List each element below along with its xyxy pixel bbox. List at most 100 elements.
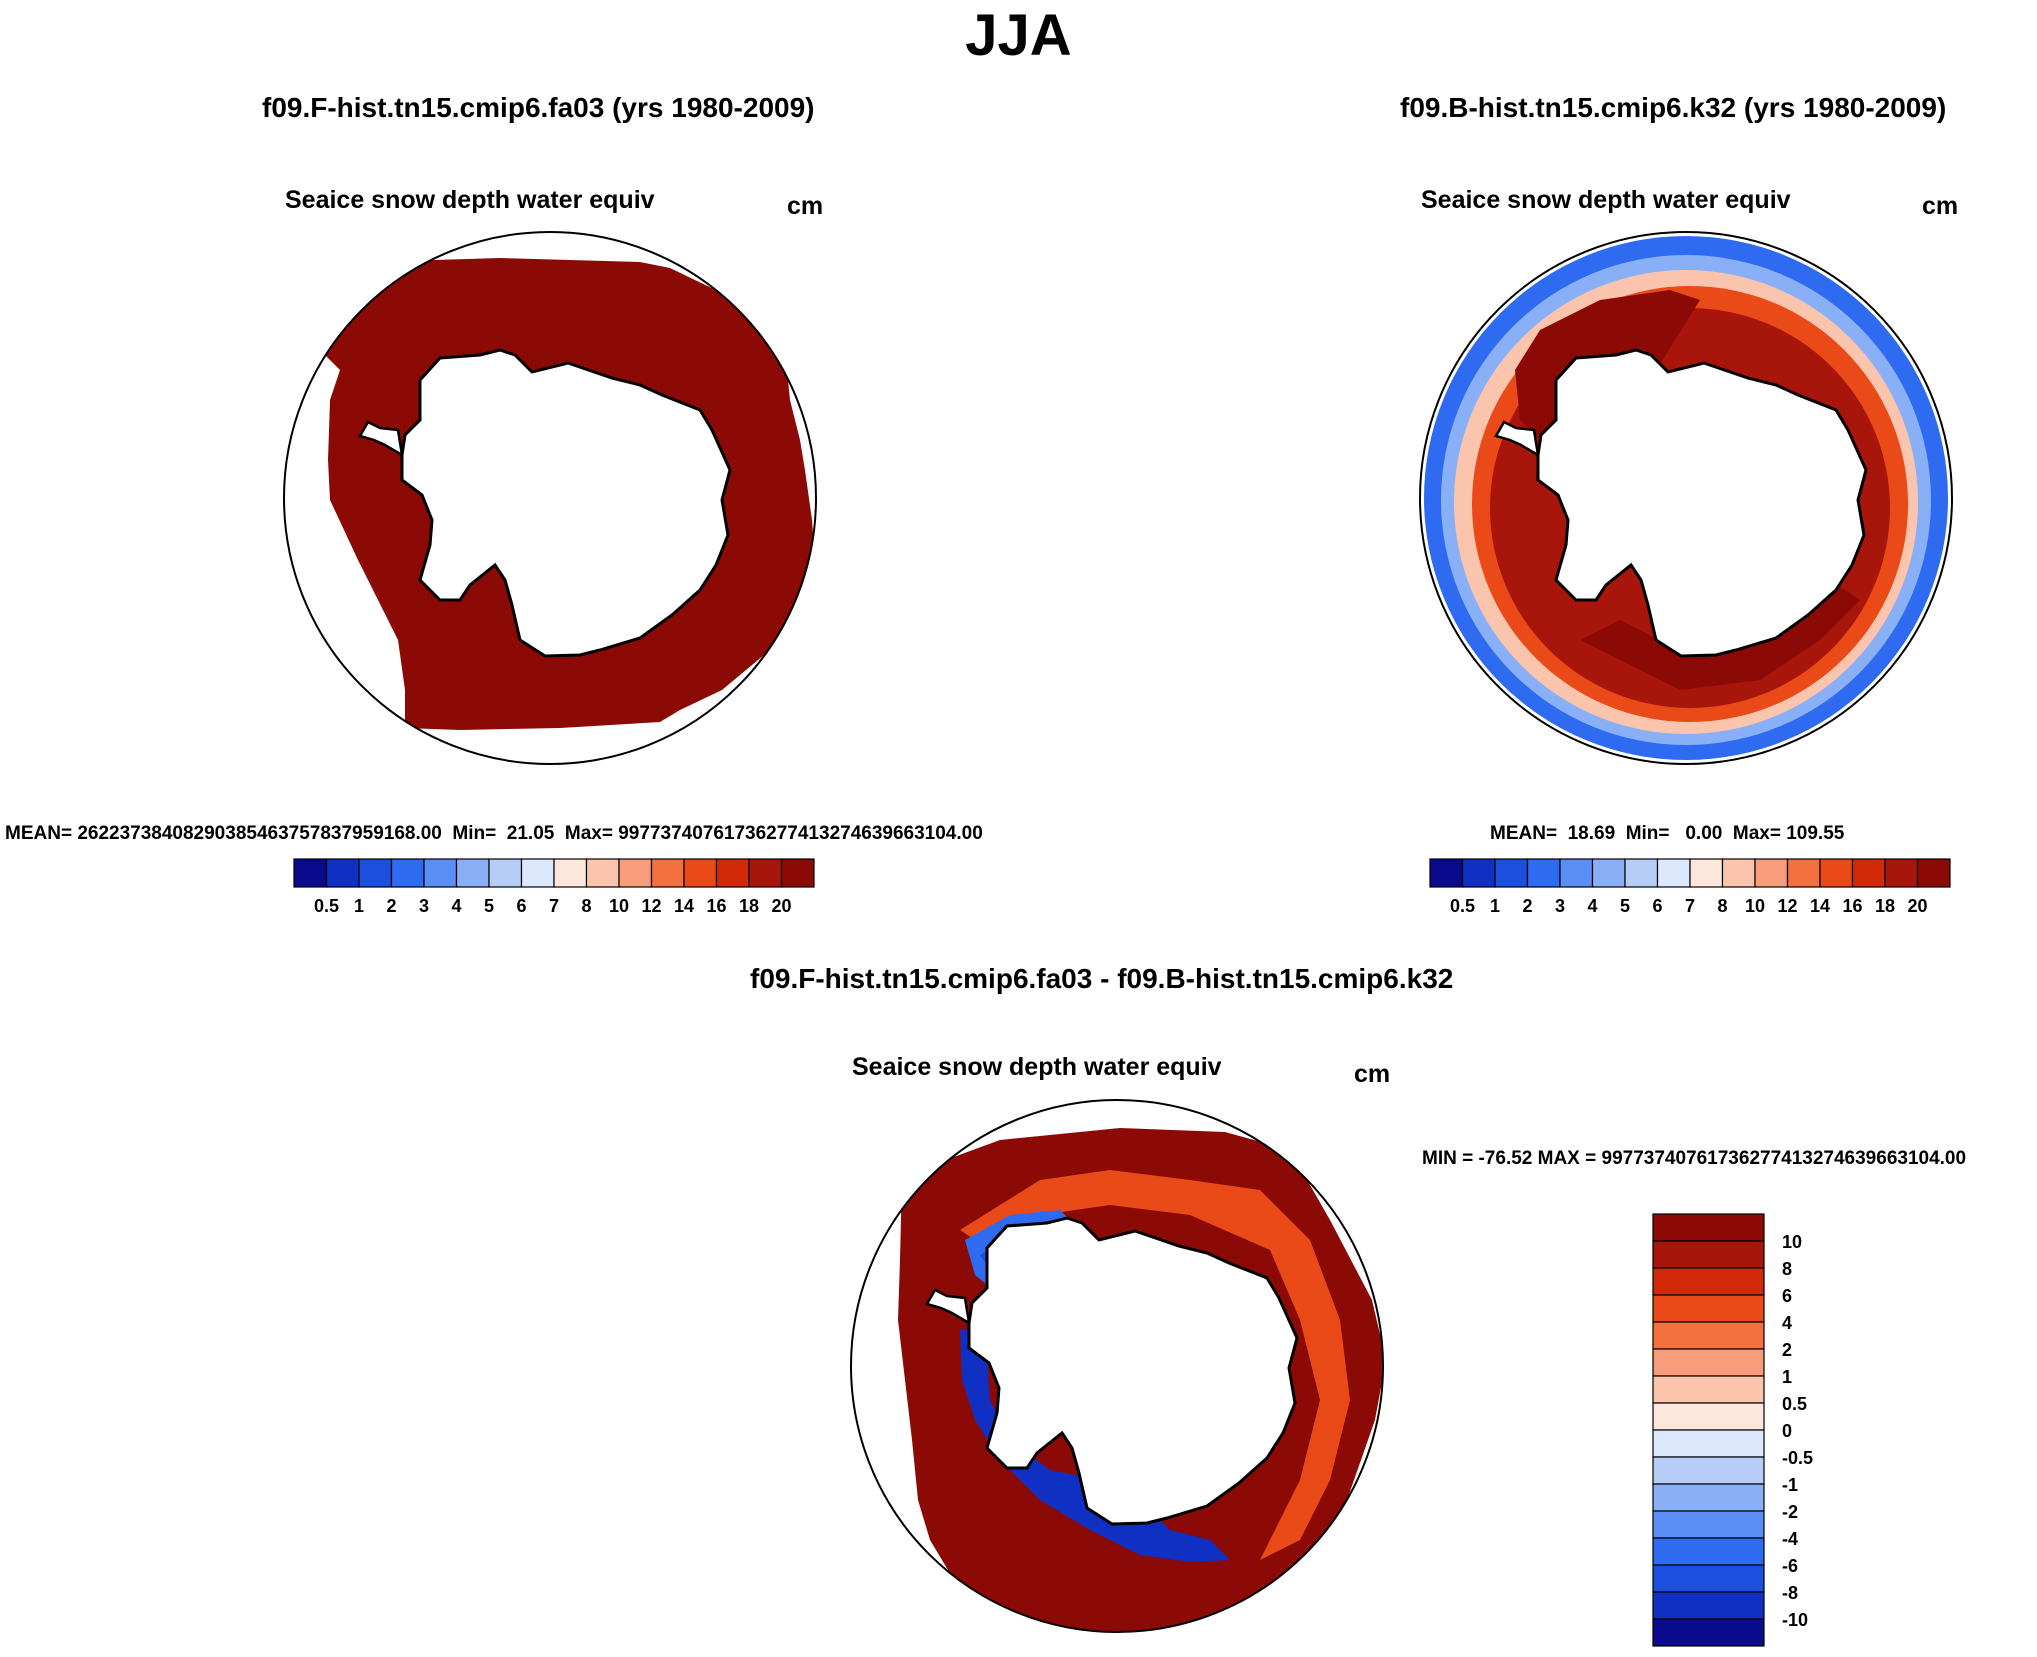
- colorbar-3-tick-label: 10: [1782, 1232, 1802, 1252]
- map-boundary-1: [283, 231, 817, 765]
- colorbar-3-swatch: [1652, 1456, 1765, 1485]
- colorbar-3-swatch: [1652, 1591, 1765, 1620]
- colorbar-2-swatch: [1689, 858, 1724, 888]
- panel3-stats: MIN = -76.52 MAX = 997737407617362774132…: [1422, 1148, 1967, 1169]
- colorbar-3-swatch: [1652, 1375, 1765, 1404]
- colorbar-1-swatch: [748, 858, 783, 888]
- colorbar-3-tick-label: 6: [1782, 1286, 1792, 1306]
- colorbar-3-swatch: [1652, 1240, 1765, 1269]
- colorbar-1-tick-label: 12: [641, 896, 661, 916]
- colorbar-3-tick-label: -4: [1782, 1529, 1798, 1549]
- map-panel-2: [1419, 231, 1953, 765]
- colorbar-2-swatch: [1461, 858, 1496, 888]
- colorbar-2-swatch: [1754, 858, 1789, 888]
- colorbar-2-tick-label: 4: [1587, 896, 1597, 916]
- antarctica-3: [967, 1216, 1299, 1526]
- colorbar-1-tick-label: 20: [771, 896, 791, 916]
- colorbar-1-swatch: [618, 858, 653, 888]
- thick-snow-region-2b: [1580, 580, 1860, 690]
- colorbar-1-tick-label: 7: [549, 896, 559, 916]
- panel1-title: f09.F-hist.tn15.cmip6.fa03 (yrs 1980-200…: [262, 92, 815, 123]
- colorbar-1-tick-label: 16: [706, 896, 726, 916]
- colorbar-2-swatch: [1786, 858, 1821, 888]
- colorbar-3-swatch: [1652, 1483, 1765, 1512]
- colorbar-2-swatch: [1429, 858, 1464, 888]
- panel3-variable: Seaice snow depth water equiv: [852, 1053, 1222, 1081]
- colorbar-2-swatch: [1851, 858, 1886, 888]
- colorbar-1-tick-label: 8: [581, 896, 591, 916]
- colorbar-2-tick-label: 3: [1555, 896, 1565, 916]
- colorbar-2-swatch: [1526, 858, 1561, 888]
- colorbar-3-swatch: [1652, 1564, 1765, 1593]
- colorbar-3-tick-label: -1: [1782, 1475, 1798, 1495]
- antarctic-peninsula-3: [925, 1288, 971, 1326]
- colorbar-2-tick-label: 20: [1907, 896, 1927, 916]
- colorbar-3-tick-label: -2: [1782, 1502, 1798, 1522]
- colorbar-2-tick-label: 6: [1652, 896, 1662, 916]
- colorbar-3-tick-label: -10: [1782, 1610, 1808, 1630]
- colorbar-3-tick-label: -0.5: [1782, 1448, 1813, 1468]
- colorbar-2-swatch: [1494, 858, 1529, 888]
- colorbar-3-tick-label: 1: [1782, 1367, 1792, 1387]
- colorbar-2-swatch: [1721, 858, 1756, 888]
- main-title: JJA: [965, 3, 1072, 68]
- colorbar-2-swatch: [1656, 858, 1691, 888]
- colorbar-1-swatch: [553, 858, 588, 888]
- colorbar-2-swatch: [1624, 858, 1659, 888]
- colorbar-1-tick-label: 10: [609, 896, 629, 916]
- colorbar-panel-3: 10 8 6 4 2 1 0.5 0 -0.5 -1 -2 -4 -6 -8 -10: [1652, 1213, 1813, 1647]
- colorbar-1-swatch: [520, 858, 555, 888]
- panel2-units: cm: [1922, 192, 1959, 220]
- panel2-variable: Seaice snow depth water equiv: [1421, 186, 1791, 214]
- colorbar-2-tick-label: 1: [1490, 896, 1500, 916]
- panel1-units: cm: [787, 192, 824, 220]
- map-boundary-2: [1419, 231, 1953, 765]
- colorbar-2-swatch: [1916, 858, 1951, 888]
- colorbar-2-swatch: [1884, 858, 1919, 888]
- colorbar-3-swatch: [1652, 1321, 1765, 1350]
- colorbar-2-swatch: [1559, 858, 1594, 888]
- colorbar-1-swatch: [715, 858, 750, 888]
- antarctica-1: [400, 348, 732, 658]
- colorbar-2-swatch: [1591, 858, 1626, 888]
- colorbar-2-tick-label: 16: [1842, 896, 1862, 916]
- colorbar-1-swatch: [293, 858, 328, 888]
- colorbar-3-tick-label: 0: [1782, 1421, 1792, 1441]
- colorbar-1-swatch: [455, 858, 490, 888]
- colorbar-2-tick-label: 8: [1717, 896, 1727, 916]
- colorbar-2-tick-label: 2: [1522, 896, 1532, 916]
- colorbar-3-tick-label: 4: [1782, 1313, 1792, 1333]
- map-panel-1: [283, 231, 817, 765]
- antarctica-2: [1536, 348, 1868, 658]
- panel3-title: f09.F-hist.tn15.cmip6.fa03 - f09.B-hist.…: [750, 963, 1454, 994]
- colorbar-1-tick-label: 1: [354, 896, 364, 916]
- map-boundary-3: [850, 1099, 1384, 1633]
- colorbar-1-tick-label: 4: [451, 896, 461, 916]
- colorbar-3-swatch: [1652, 1429, 1765, 1458]
- colorbar-3-swatch: [1652, 1402, 1765, 1431]
- colorbar-2-swatch: [1819, 858, 1854, 888]
- panel2-stats: MEAN= 18.69 Min= 0.00 Max= 109.55: [1490, 823, 1845, 844]
- colorbar-2-tick-label: 18: [1875, 896, 1895, 916]
- panel1-variable: Seaice snow depth water equiv: [285, 186, 655, 214]
- colorbar-2-tick-label: 10: [1745, 896, 1765, 916]
- antarctic-peninsula-1: [358, 420, 404, 458]
- colorbar-1-tick-label: 14: [674, 896, 694, 916]
- colorbar-1-tick-label: 3: [419, 896, 429, 916]
- diff-orange-band-3: [960, 1170, 1350, 1560]
- colorbar-2-tick-label: 7: [1685, 896, 1695, 916]
- colorbar-3-tick-label: 0.5: [1782, 1394, 1807, 1414]
- colorbar-panel-2: 0.5 1 2 3 4 5 6 7 8 10 12 14 16 18 20: [1429, 858, 1951, 916]
- colorbar-1-swatch: [683, 858, 718, 888]
- colorbar-1-tick-label: 18: [739, 896, 759, 916]
- colorbar-3-tick-label: -6: [1782, 1556, 1798, 1576]
- colorbar-3-swatch: [1652, 1294, 1765, 1323]
- colorbar-3-swatch: [1652, 1537, 1765, 1566]
- colorbar-3-swatch: [1652, 1267, 1765, 1296]
- colorbar-2-tick-label: 14: [1810, 896, 1830, 916]
- antarctic-peninsula-2: [1494, 420, 1540, 458]
- colorbar-3-swatch: [1652, 1510, 1765, 1539]
- colorbar-3-tick-label: -8: [1782, 1583, 1798, 1603]
- colorbar-1-swatch: [325, 858, 360, 888]
